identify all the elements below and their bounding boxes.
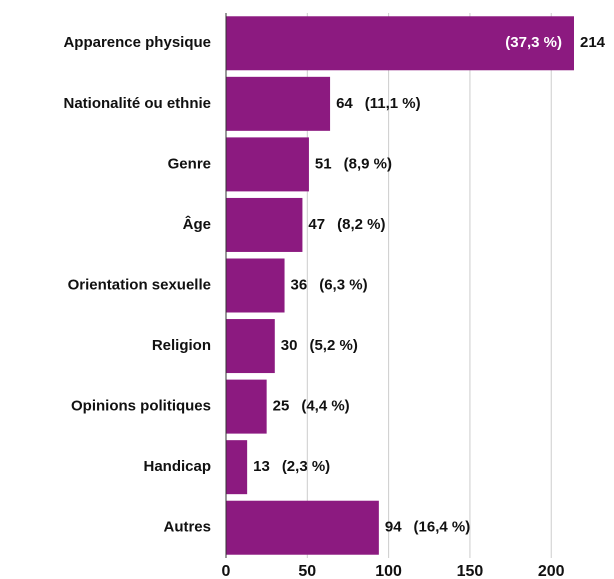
value-label: 25 bbox=[273, 398, 290, 415]
x-tick-label: 200 bbox=[538, 563, 565, 579]
y-tick-label: Apparence physique bbox=[63, 34, 211, 51]
y-tick-label: Opinions politiques bbox=[71, 398, 211, 415]
x-tick-label: 150 bbox=[457, 563, 484, 579]
value-label: 36 bbox=[291, 276, 308, 293]
y-tick-label: Nationalité ou ethnie bbox=[63, 95, 211, 112]
bar bbox=[226, 197, 303, 252]
percentage-label: (4,4 %) bbox=[301, 398, 349, 415]
bar bbox=[226, 500, 379, 555]
bar bbox=[226, 76, 331, 131]
x-tick-label: 50 bbox=[298, 563, 316, 579]
percentage-label: (16,4 %) bbox=[414, 519, 471, 536]
value-label: 47 bbox=[308, 216, 325, 233]
bar bbox=[226, 137, 309, 192]
x-tick-label: 100 bbox=[375, 563, 402, 579]
percentage-label: (6,3 %) bbox=[319, 276, 367, 293]
value-label: 51 bbox=[315, 155, 332, 172]
y-tick-label: Religion bbox=[152, 337, 211, 354]
value-label: 13 bbox=[253, 458, 270, 475]
y-tick-label: Genre bbox=[168, 155, 211, 172]
y-tick-label: Autres bbox=[163, 519, 211, 536]
value-label: 214 bbox=[580, 34, 606, 51]
y-tick-label: Âge bbox=[183, 215, 211, 233]
value-label: 94 bbox=[385, 519, 402, 536]
bar bbox=[226, 258, 285, 313]
bar bbox=[226, 440, 248, 495]
percentage-label: (2,3 %) bbox=[282, 458, 330, 475]
value-label: 64 bbox=[336, 95, 353, 112]
x-tick-label: 0 bbox=[222, 563, 231, 579]
y-tick-label: Orientation sexuelle bbox=[68, 276, 211, 293]
value-label: 30 bbox=[281, 337, 298, 354]
percentage-label: (11,1 %) bbox=[365, 95, 421, 112]
percentage-label: (5,2 %) bbox=[309, 337, 357, 354]
bar bbox=[226, 319, 275, 374]
percentage-label: (37,3 %) bbox=[505, 34, 562, 51]
bar bbox=[226, 379, 267, 434]
percentage-label: (8,2 %) bbox=[337, 216, 385, 233]
percentage-label: (8,9 %) bbox=[344, 155, 392, 172]
y-tick-label: Handicap bbox=[143, 458, 211, 475]
bar bbox=[226, 16, 574, 71]
